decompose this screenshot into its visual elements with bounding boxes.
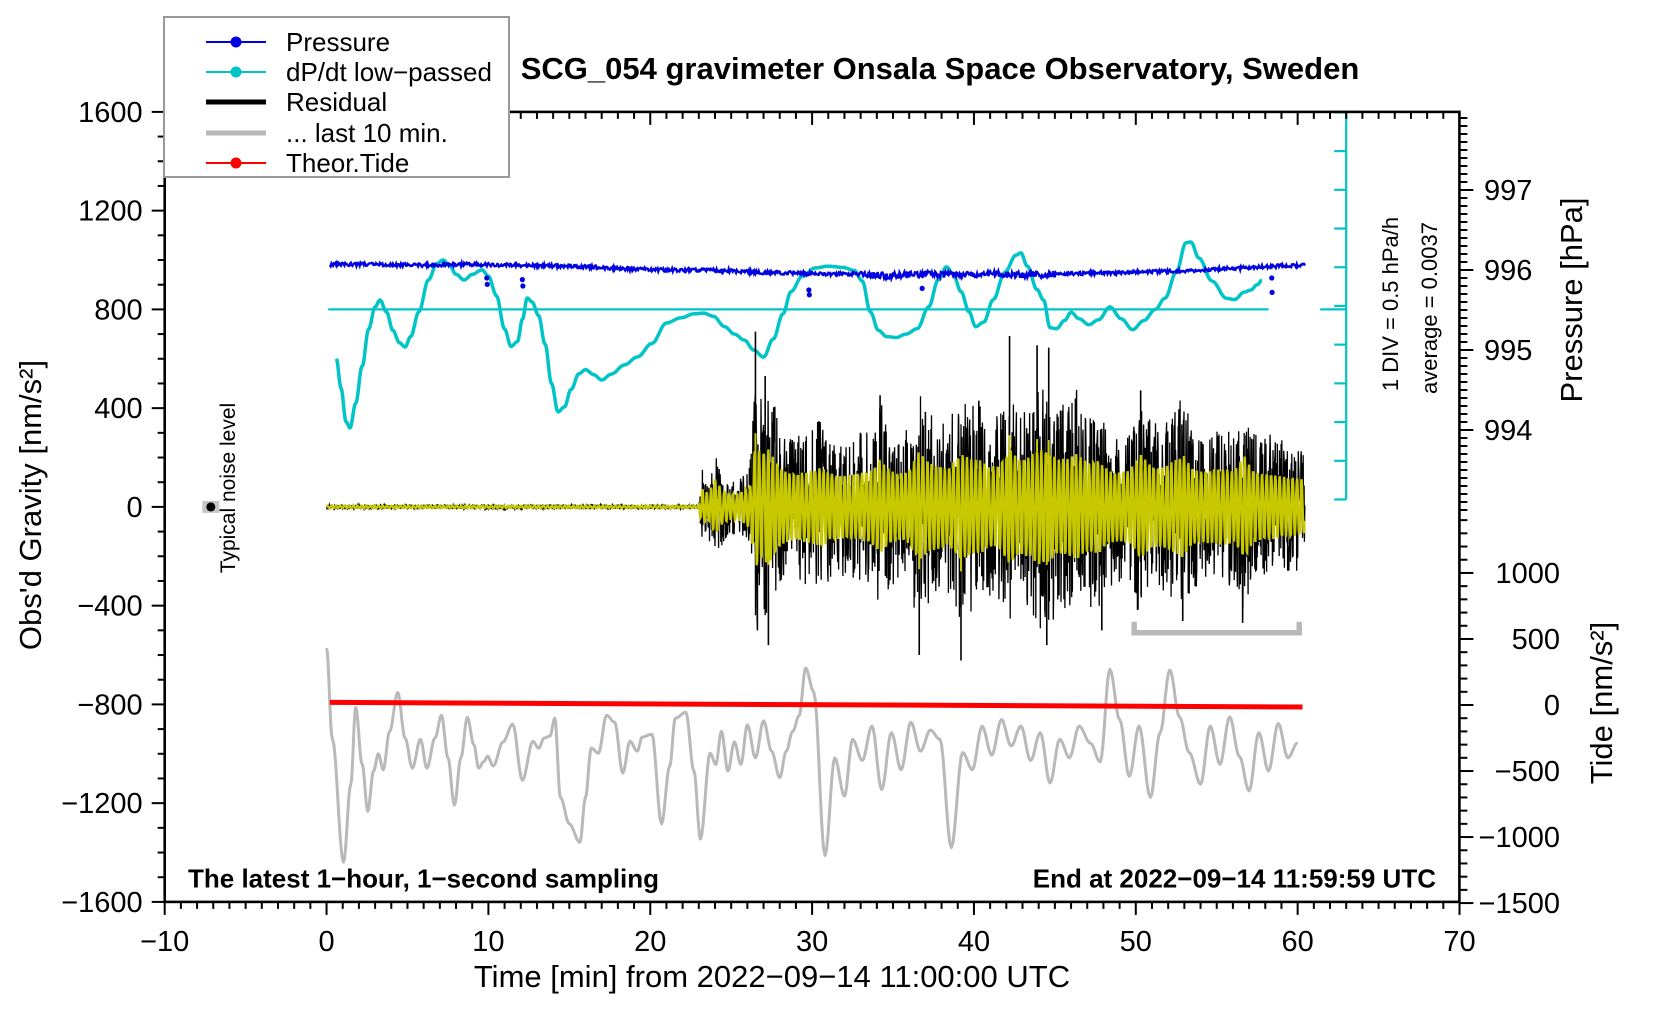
tick-label: 996 [1484,255,1532,287]
legend-dot-sample [230,157,242,169]
pressure-outlier-dot [484,281,490,287]
legend-dot-sample [230,66,242,78]
end-note: End at 2022−09−14 11:59:59 UTC [1032,863,1436,894]
bottom-axis-title: Time [min] from 2022−09−14 11:00:00 UTC [473,959,1071,994]
tick-label: 500 [1512,624,1560,656]
legend-label: Theor.Tide [286,147,410,178]
pressure-outlier-dot [1269,289,1275,295]
legend-line-sample [206,130,266,136]
residual-overlay-curve [325,449,1306,566]
tick-label: 997 [1484,175,1532,207]
legend-swatch-0 [165,29,285,55]
legend-item-4: Theor.Tide [165,147,410,178]
tick-label: −1600 [61,887,142,919]
tick-label: −500 [1495,756,1560,788]
tick-label: −800 [77,689,142,721]
noise-level-label: Typical noise level [217,402,240,574]
legend-item-3: ... last 10 min. [165,117,448,148]
theor-tide-line [329,699,1303,710]
tick-label: −1200 [61,788,142,820]
left-axis-title: Obs'd Gravity [nm/s²] [13,359,48,651]
tick-label: −10 [140,926,189,958]
pressure-outlier-dot [484,275,490,281]
legend-swatch-4 [165,150,285,176]
tick-label: 30 [796,926,828,958]
chart-title: SCG_054 gravimeter Onsala Space Observat… [520,51,1360,86]
sampling-note: The latest 1−hour, 1−second sampling [188,863,660,894]
tick-label: 0 [1544,690,1560,722]
legend-swatch-3 [165,120,285,146]
tick-label: 1200 [78,196,143,228]
legend-swatch-1 [165,59,285,85]
legend-line-sample [206,99,266,105]
div-scale-label: 1 DIV = 0.5 hPa/h [1378,216,1403,392]
tide-axis-title: Tide [nm/s²] [1584,621,1619,785]
pressure-outlier-dot [520,283,526,289]
legend-label: ... last 10 min. [286,117,448,148]
pressure-outlier-dot [919,285,925,291]
pressure-curve [328,258,1306,283]
last-10-min-curve [325,647,1299,864]
pressure-outlier-dot [806,287,812,293]
tick-label: −1000 [1479,822,1560,854]
tick-label: 1600 [78,97,143,129]
tick-label: 1000 [1495,558,1560,590]
noise-marker-dot [206,502,216,512]
legend-dot-sample [230,36,242,48]
tick-label: 995 [1484,335,1532,367]
legend-label: Pressure [286,26,391,57]
legend-box: Pressure dP/dt low−passed Residual... last… [163,16,510,178]
tick-label: 20 [634,926,666,958]
pressure-axis-title: Pressure [hPa] [1554,197,1589,403]
legend-item-1: dP/dt low−passed [165,56,492,87]
dpdt-curve [334,240,1264,430]
legend-label: Residual [286,86,388,117]
tick-label: 10 [472,926,504,958]
tick-label: 0 [318,926,334,958]
tick-label: 800 [94,294,142,326]
tick-label: −400 [77,591,142,623]
pressure-outlier-dot [806,292,812,298]
tick-label: 994 [1484,415,1532,447]
tick-label: 50 [1120,926,1152,958]
last-10-min-bracket [1131,621,1303,636]
pressure-outlier-dot [1269,275,1275,281]
legend-swatch-2 [165,89,285,115]
legend-item-0: Pressure [165,26,391,57]
tick-label: 400 [94,393,142,425]
tick-label: 70 [1443,926,1475,958]
tick-label: 0 [127,492,143,524]
pressure-outlier-dot [519,277,525,283]
legend-item-2: Residual [165,86,388,117]
average-label: average = 0.0037 [1417,222,1442,394]
legend-label: dP/dt low−passed [286,56,492,87]
tick-label: 60 [1282,926,1314,958]
tick-label: −1500 [1479,888,1560,920]
tick-label: 40 [958,926,990,958]
